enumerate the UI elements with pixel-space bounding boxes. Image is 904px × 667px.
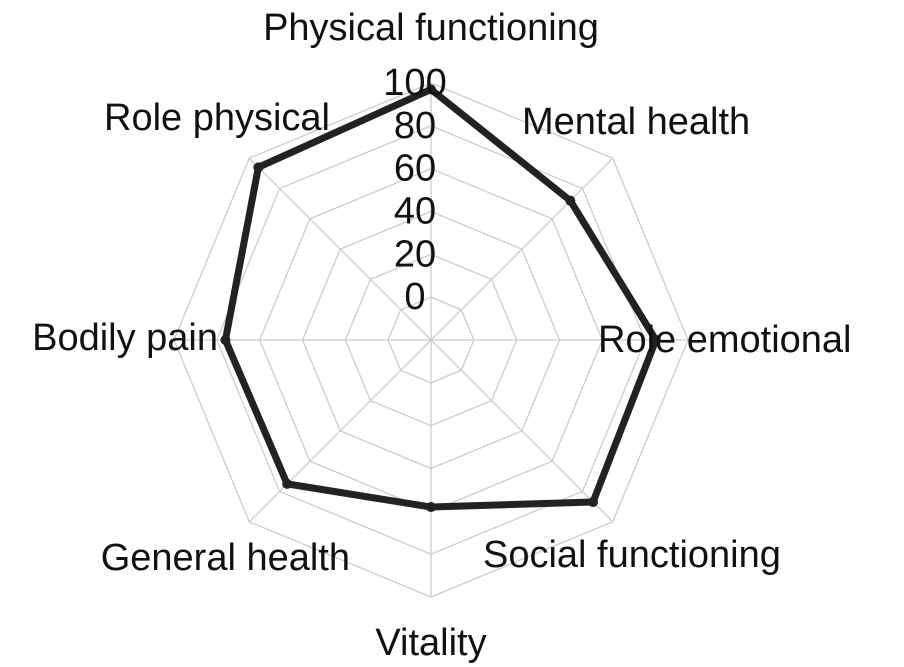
category-label: Role physical [104, 97, 330, 139]
r-tick-label: 40 [394, 191, 436, 233]
category-label: Bodily pain [32, 317, 218, 359]
grid-ring [173, 82, 689, 598]
grid-ring [387, 296, 475, 384]
r-tick-label: 60 [394, 148, 436, 190]
r-tick-label: 0 [404, 276, 425, 318]
category-label: Physical functioning [263, 7, 599, 49]
category-label: Role emotional [598, 319, 851, 361]
r-tick-label: 80 [394, 105, 436, 147]
category-label: Mental health [522, 101, 750, 143]
data-point [426, 84, 436, 95]
data-point [282, 478, 293, 489]
data-point [650, 335, 661, 345]
grid-ring [301, 210, 561, 470]
category-label: General health [101, 537, 350, 579]
data-point [565, 195, 576, 206]
category-label: Vitality [375, 622, 486, 664]
data-point [220, 335, 231, 345]
r-tick-label: 100 [383, 62, 446, 104]
data-point [588, 497, 599, 508]
data-line [221, 85, 660, 511]
r-tick-label: 20 [394, 233, 436, 275]
data-point [253, 162, 264, 173]
data-point [426, 502, 436, 513]
grid-ring [216, 125, 646, 555]
grid-ring [344, 253, 518, 427]
category-label: Social functioning [483, 534, 781, 576]
